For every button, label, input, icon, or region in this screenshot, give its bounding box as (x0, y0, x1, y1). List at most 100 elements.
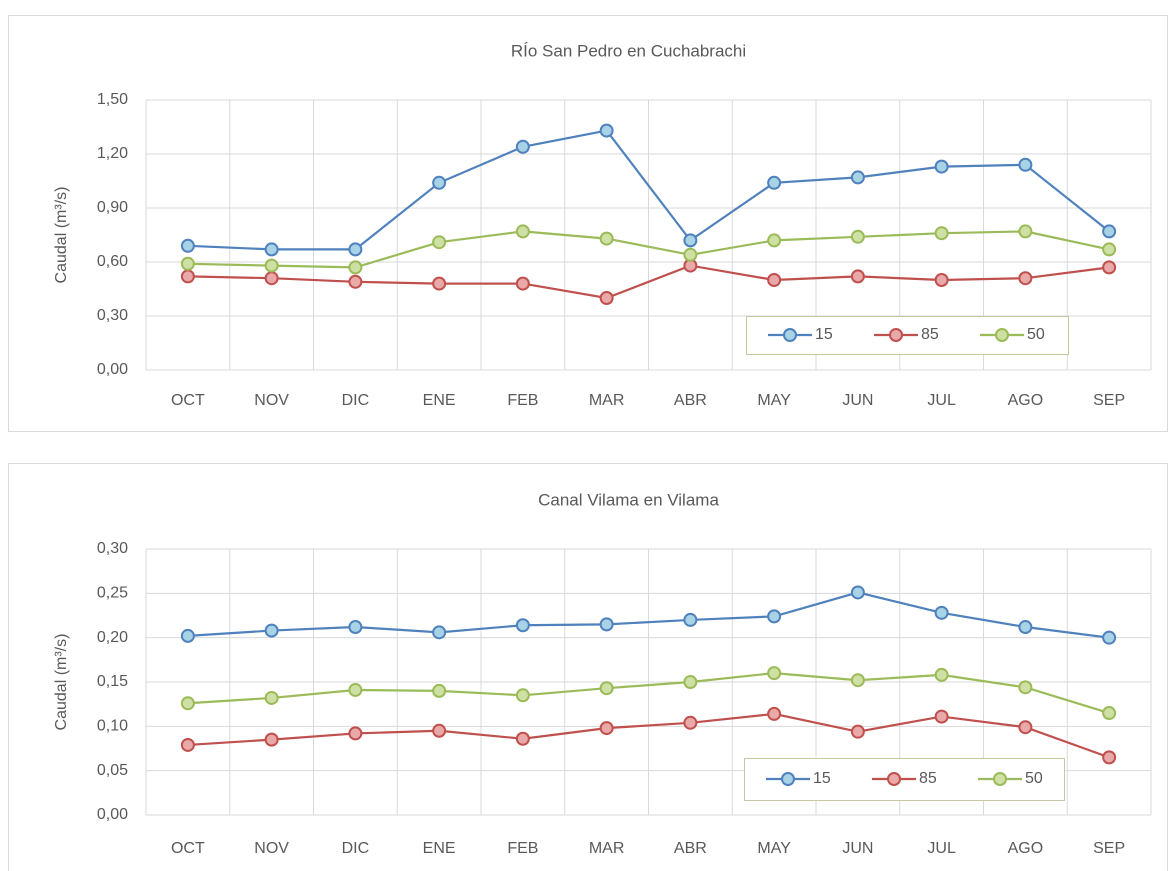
point (264, 623, 279, 638)
point (683, 675, 698, 689)
point (599, 291, 614, 305)
point (934, 226, 949, 241)
x-tick-label: ENE (423, 392, 456, 409)
x-tick-label: ABR (674, 840, 707, 857)
x-tick-label: DIC (342, 392, 370, 409)
point (515, 731, 530, 746)
point (180, 269, 195, 284)
point (767, 609, 782, 624)
point (264, 732, 279, 747)
y-tick-label: 0,00 (97, 361, 128, 378)
legend-label: 15 (815, 326, 833, 343)
point (934, 667, 949, 682)
legend-marker (993, 772, 1007, 786)
chart-title: RÍo San Pedro en Cuchabrachi (511, 41, 746, 60)
point (348, 242, 363, 257)
point (683, 715, 698, 730)
point (1102, 630, 1117, 645)
series-line (187, 129, 1110, 251)
point (599, 231, 614, 246)
y-tick-label: 0,10 (97, 718, 128, 735)
point (348, 274, 363, 289)
point (515, 688, 530, 703)
point (850, 585, 865, 600)
point (599, 123, 614, 138)
x-tick-label: NOV (254, 840, 289, 857)
series-line (187, 672, 1110, 715)
point (1102, 242, 1117, 257)
point (264, 271, 279, 286)
point (934, 709, 949, 724)
y-tick-label: 0,30 (97, 307, 128, 324)
point (515, 276, 530, 291)
y-axis-label: Caudal (m³/s) (53, 187, 70, 284)
x-tick-label: FEB (507, 840, 538, 857)
legend-label: 15 (813, 770, 831, 787)
point (432, 625, 447, 640)
y-tick-label: 1,50 (97, 91, 128, 108)
x-tick-label: MAY (757, 392, 791, 409)
point (850, 269, 865, 284)
x-tick-label: AGO (1008, 840, 1044, 857)
point (683, 612, 698, 627)
y-tick-label: 0,00 (97, 806, 128, 823)
point (264, 690, 279, 705)
point (683, 247, 698, 262)
point (1102, 706, 1117, 721)
y-tick-label: 0,60 (97, 253, 128, 270)
point (767, 273, 782, 287)
point (432, 276, 447, 291)
point (180, 737, 195, 752)
point (264, 242, 279, 257)
legend-marker (887, 772, 901, 786)
point (599, 721, 614, 736)
x-tick-label: MAR (589, 392, 625, 409)
point (180, 628, 195, 643)
x-tick-label: OCT (171, 840, 205, 857)
point (1102, 750, 1117, 765)
y-tick-label: 0,30 (97, 540, 128, 557)
point (934, 605, 949, 620)
point (515, 618, 530, 633)
point (850, 724, 865, 739)
legend-label: 85 (919, 770, 937, 787)
x-tick-label: DIC (342, 840, 370, 857)
x-tick-label: NOV (254, 392, 289, 409)
point (850, 673, 865, 688)
point (767, 175, 782, 190)
point (1102, 224, 1117, 239)
point (1018, 224, 1033, 239)
x-tick-label: AGO (1008, 392, 1044, 409)
point (432, 723, 447, 738)
point (767, 666, 782, 681)
point (264, 258, 279, 273)
point (348, 620, 363, 635)
x-tick-label: MAR (589, 840, 625, 857)
point (934, 273, 949, 287)
point (180, 696, 195, 711)
point (850, 170, 865, 185)
y-tick-label: 0,20 (97, 629, 128, 646)
point (599, 617, 614, 632)
point (767, 233, 782, 248)
series-line (187, 230, 1110, 269)
legend-marker (781, 772, 795, 786)
y-tick-label: 0,90 (97, 199, 128, 216)
legend-marker (995, 328, 1009, 342)
series-line (187, 591, 1110, 639)
chart-title: Canal Vilama en Vilama (538, 490, 719, 509)
legend-label: 50 (1025, 770, 1043, 787)
point (1102, 260, 1117, 275)
x-tick-label: JUL (927, 392, 956, 409)
x-tick-label: ENE (423, 840, 456, 857)
x-tick-label: JUN (842, 392, 873, 409)
point (348, 682, 363, 697)
point (1018, 720, 1033, 735)
point (1018, 271, 1033, 286)
series-line (187, 264, 1110, 300)
point (1018, 157, 1033, 172)
point (934, 159, 949, 174)
x-tick-label: OCT (171, 392, 205, 409)
y-axis-label: Caudal (m³/s) (53, 634, 70, 731)
